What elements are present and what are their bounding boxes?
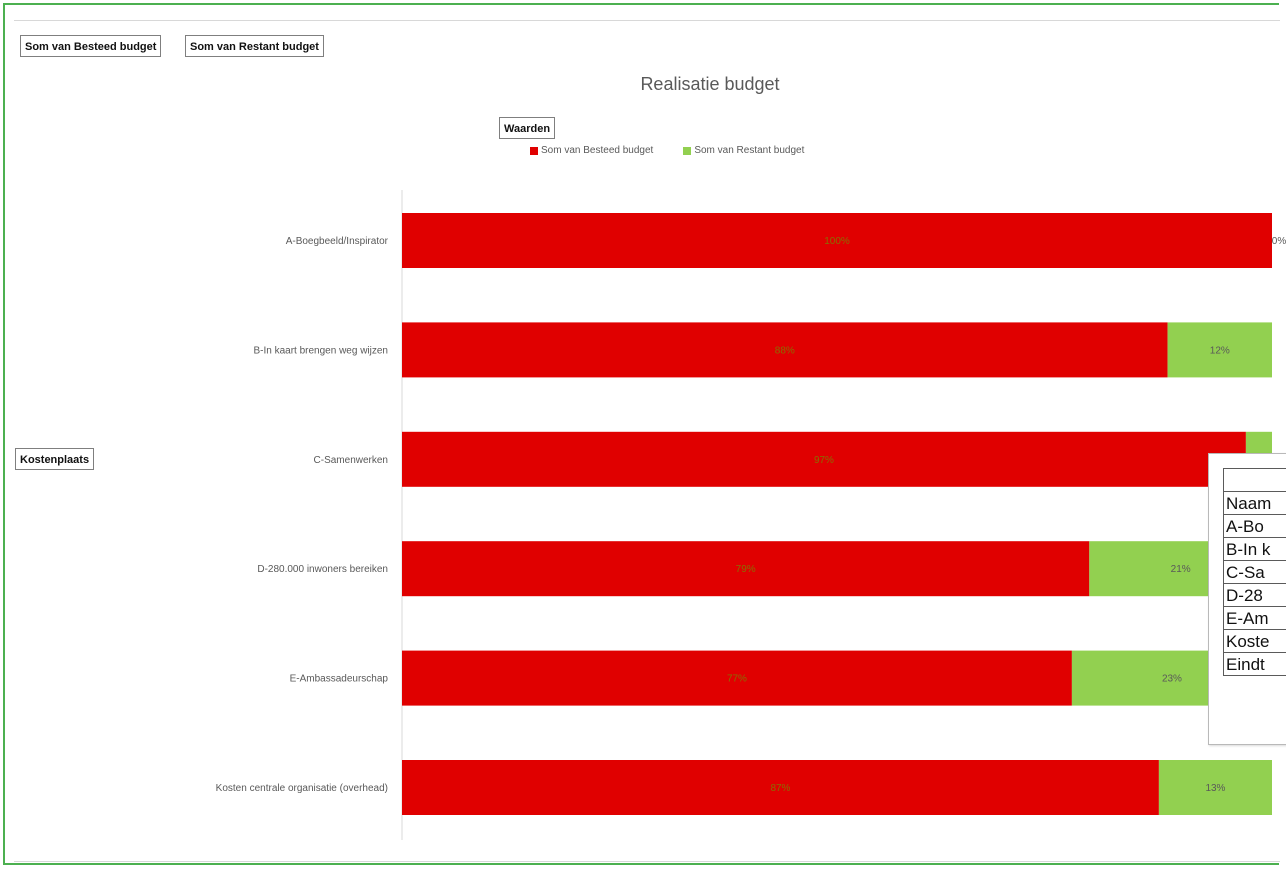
data-table-row: E-Am: [1223, 606, 1286, 630]
data-label: 100%: [824, 236, 850, 247]
legend-swatch-restant: [683, 146, 692, 155]
data-table-header: [1223, 468, 1286, 492]
category-tick-label: B-In kaart brengen weg wijzen: [253, 345, 388, 356]
field-button-restant[interactable]: Som van Restant budget: [185, 35, 324, 57]
data-table-row: D-28: [1223, 583, 1286, 607]
data-label: 0%: [1272, 236, 1286, 247]
legend-swatch-besteed: [530, 146, 538, 155]
data-table-row: C-Sa: [1223, 560, 1286, 584]
data-table-row: B-In k: [1223, 537, 1286, 561]
data-table-row: Eindt: [1223, 652, 1286, 676]
axis-field-button[interactable]: Kostenplaats: [15, 448, 95, 470]
data-table-row: A-Bo: [1223, 514, 1286, 538]
values-field-button[interactable]: Waarden: [499, 117, 556, 139]
data-label: 79%: [736, 564, 756, 575]
legend-label-besteed: Som van Besteed budget: [541, 145, 654, 156]
bar-besteed: [402, 541, 1090, 597]
data-table-row: Koste: [1223, 629, 1286, 653]
bar-besteed: [402, 213, 1272, 268]
data-table-popup: Naam A-Bo B-In k C-Sa D-28 E-Am Koste Ei…: [1208, 453, 1286, 745]
category-tick-label: C-Samenwerken: [314, 455, 388, 466]
legend-label-restant: Som van Restant budget: [694, 145, 805, 156]
chart-title: Realisatie budget: [640, 74, 780, 94]
category-tick-label: E-Ambassadeurschap: [290, 674, 389, 685]
chart-frame: [3, 3, 1279, 865]
data-label: 97%: [814, 455, 834, 466]
chart-border: [14, 20, 1280, 862]
data-label: 87%: [770, 783, 790, 794]
data-label: 21%: [1171, 564, 1191, 575]
data-label: 23%: [1162, 674, 1182, 685]
category-tick-label: Kosten centrale organisatie (overhead): [216, 783, 388, 794]
legend-item-besteed: Som van Besteed budget: [530, 145, 653, 156]
data-label: 77%: [727, 674, 747, 685]
bar-besteed: [402, 760, 1159, 815]
bar-restant: [1158, 760, 1272, 815]
category-tick-label: D-280.000 inwoners bereiken: [257, 564, 388, 575]
data-table-row: Naam: [1223, 491, 1286, 515]
legend: Som van Besteed budget Som van Restant b…: [530, 145, 804, 156]
bar-besteed: [402, 431, 1246, 487]
data-table-rows: Naam A-Bo B-In k C-Sa D-28 E-Am Koste Ei…: [1223, 468, 1286, 676]
bar-besteed: [402, 650, 1072, 706]
legend-item-restant: Som van Restant budget: [683, 145, 804, 156]
data-label: 12%: [1210, 345, 1230, 356]
category-tick-label: A-Boegbeeld/Inspirator: [286, 236, 389, 247]
bar-restant: [1167, 322, 1272, 378]
bar-besteed: [402, 322, 1168, 378]
field-button-besteed[interactable]: Som van Besteed budget: [20, 35, 162, 57]
data-label: 88%: [775, 345, 795, 356]
data-label: 13%: [1205, 783, 1225, 794]
